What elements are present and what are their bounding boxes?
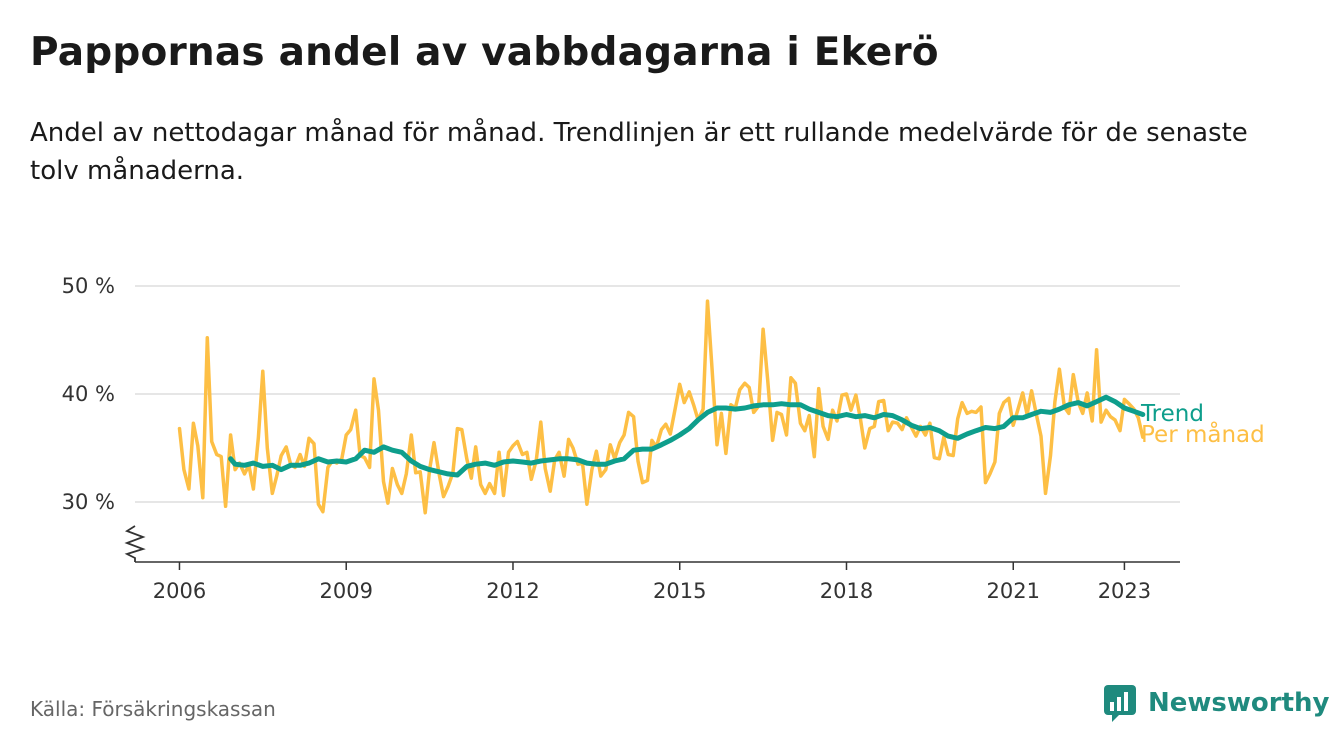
end-label-trend: Trend (1140, 401, 1204, 427)
series-lines (177, 299, 1146, 515)
x-tick-label: 2009 (319, 579, 372, 603)
newsworthy-logo-icon (1104, 685, 1136, 722)
y-tick-label: 30 % (62, 490, 115, 514)
y-tick-label: 50 % (62, 274, 115, 298)
x-tick-label: 2015 (653, 579, 706, 603)
series-line-trend (228, 394, 1146, 478)
source-note: Källa: Försäkringskassan (30, 697, 276, 721)
x-tick-label: 2018 (820, 579, 873, 603)
gridlines (135, 285, 1180, 503)
x-tick-label: 2023 (1098, 579, 1151, 603)
page-subtitle: Andel av nettodagar månad för månad. Tre… (30, 118, 1248, 186)
y-axis-ticks: 30 % 40 % 50 % (62, 274, 115, 514)
y-tick-label: 40 % (62, 382, 115, 406)
brand-logo: Newsworthy (1102, 681, 1329, 725)
series-line-monthly (177, 299, 1145, 515)
end-label-monthly: Per månad (1141, 420, 1265, 448)
x-tick-label: 2021 (987, 579, 1040, 603)
axis-break-icon (124, 525, 146, 562)
page-title: Pappornas andel av vabbdagarna i Ekerö (30, 30, 939, 75)
brand-name: Newsworthy (1148, 688, 1330, 718)
x-axis: 2006 2009 2012 2015 2018 2021 2023 (124, 525, 1180, 603)
x-tick-label: 2006 (153, 579, 206, 603)
x-tick-label: 2012 (486, 579, 539, 603)
